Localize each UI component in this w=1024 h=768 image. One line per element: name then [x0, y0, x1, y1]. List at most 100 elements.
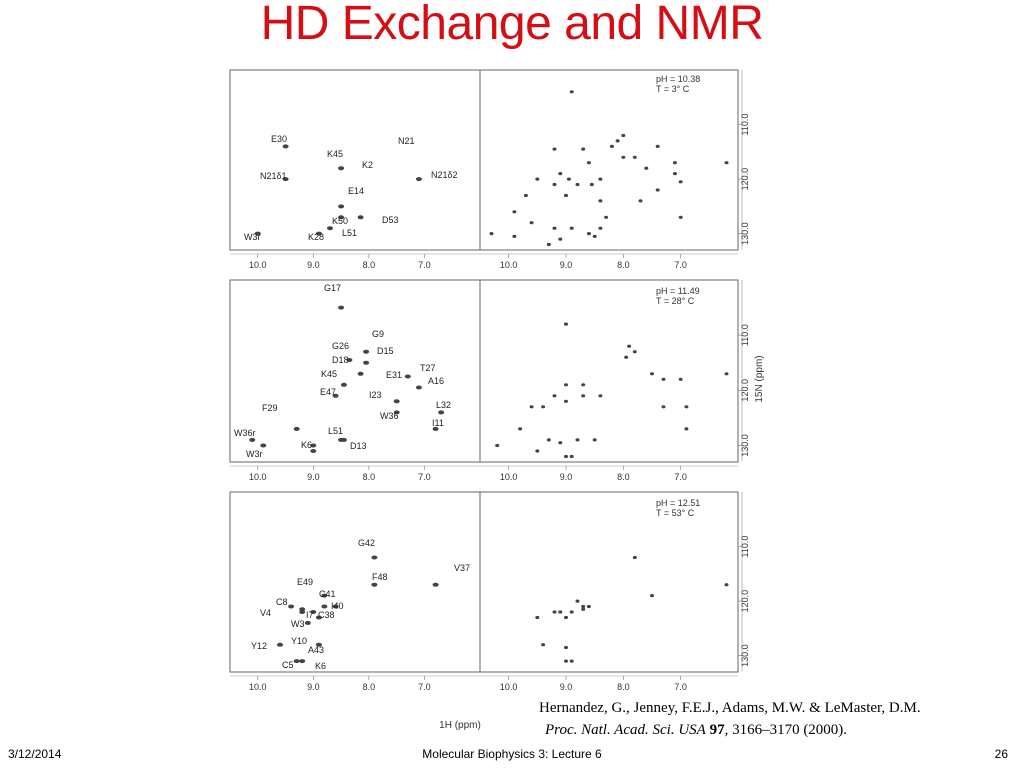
panel-1-left-frame	[229, 69, 481, 251]
panel-2-left-frame	[229, 279, 481, 463]
nmr-peak	[632, 555, 637, 560]
panel-1-ph: pH = 10.38	[656, 74, 700, 84]
nmr-peak	[541, 643, 546, 647]
panel-3-right-peaks	[535, 555, 729, 663]
nmr-peak	[724, 161, 729, 165]
nmr-peak	[581, 383, 586, 387]
footer-course: Molecular Biophysics 3: Lecture 6	[422, 747, 602, 761]
nmr-peak	[627, 344, 632, 348]
peak-label-I23: I23	[369, 390, 382, 400]
x-tick-label: 9.0	[307, 260, 320, 270]
panel-3-right-frame	[479, 491, 739, 673]
panel-2-right-peaks	[495, 322, 729, 459]
peak-label-D13: D13	[350, 441, 367, 451]
nmr-figure: pH = 10.38 T = 3° C E30 N21 K45 K2 N21δ1…	[224, 64, 780, 740]
nmr-peak	[598, 177, 603, 181]
x-tick-label: 10.0	[500, 260, 518, 270]
nmr-peak	[535, 177, 540, 181]
nmr-peak	[535, 615, 540, 620]
citation-volume: 97	[709, 722, 725, 738]
nmr-peak	[569, 454, 574, 459]
panel-2: pH = 11.49 T = 28° C G17 G9 G26 D15 D18 …	[229, 279, 765, 482]
peak-label-I7: I7	[306, 610, 314, 620]
nmr-peak	[327, 226, 333, 231]
nmr-peak	[282, 144, 289, 149]
nmr-peak	[650, 594, 654, 598]
x-tick-label: 8.0	[617, 682, 630, 692]
peak-label-C8: C8	[276, 597, 288, 607]
nmr-peak	[529, 405, 534, 409]
nmr-peak	[546, 242, 551, 247]
x-tick-label: 8.0	[363, 260, 376, 270]
peak-label-D15: D15	[377, 346, 394, 356]
nmr-peak	[415, 177, 422, 182]
panel-2-axis: 10.0 9.0 8.0 7.0 10.0 9.0 8.0 7.0	[230, 465, 738, 482]
citation-pages-year: , 3166–3170 (2000).	[724, 722, 848, 738]
nmr-peak	[564, 645, 568, 650]
nmr-peak	[541, 405, 546, 409]
x-tick-label: 10.0	[500, 472, 518, 482]
nmr-peak	[621, 155, 626, 159]
y-tick-label: 130.0	[740, 434, 750, 457]
nmr-peak	[575, 182, 580, 187]
nmr-peak	[338, 305, 345, 310]
nmr-peak	[672, 172, 677, 176]
citation-authors: Hernandez, G., Jenney, F.E.J., Adams, M.…	[539, 700, 921, 716]
peak-label-T27: T27	[420, 363, 436, 373]
nmr-peak	[512, 210, 517, 214]
peak-label-N21d2: N21δ2	[431, 170, 458, 180]
nmr-peak	[310, 443, 317, 448]
nmr-peak	[321, 604, 328, 609]
x-tick-label: 9.0	[560, 260, 573, 270]
peak-label-V4: V4	[260, 608, 271, 618]
x-tick-label: 7.0	[674, 472, 687, 482]
panel-1-right-frame	[479, 69, 739, 251]
peak-label-E49: E49	[297, 577, 313, 587]
nmr-peak	[661, 377, 666, 381]
peak-label-K6-p3: K6	[315, 661, 326, 671]
peak-label-W3: W3	[291, 619, 305, 629]
nmr-peak	[293, 659, 300, 664]
nmr-peak	[518, 427, 523, 431]
peak-label-K45: K45	[327, 149, 343, 159]
nmr-peak	[564, 322, 568, 326]
footer-page-number: 26	[994, 747, 1008, 761]
peak-label-E31: E31	[386, 370, 402, 380]
nmr-peak	[299, 659, 306, 664]
nmr-peak	[586, 232, 591, 236]
y-axis-label: 15N (ppm)	[754, 355, 765, 402]
peak-label-F48: F48	[372, 572, 388, 582]
nmr-peak	[338, 166, 345, 171]
nmr-peak	[569, 90, 574, 94]
x-tick-label: 7.0	[674, 260, 687, 270]
y-tick-label: 110.0	[740, 536, 750, 558]
nmr-peak	[564, 454, 568, 459]
nmr-peak	[393, 399, 400, 404]
nmr-peak	[260, 443, 267, 448]
nmr-peak	[661, 405, 666, 409]
nmr-peak	[393, 410, 400, 415]
panel-3-temperature: T = 53° C	[656, 508, 695, 518]
nmr-peak	[575, 438, 580, 442]
peak-label-Y12: Y12	[251, 641, 267, 651]
peak-label-L51-p2: L51	[328, 426, 343, 436]
nmr-peak	[558, 172, 563, 176]
nmr-peak	[338, 204, 345, 209]
nmr-peak	[678, 377, 683, 381]
footer-date: 3/12/2014	[8, 747, 62, 761]
nmr-peak	[586, 161, 591, 165]
nmr-peak	[332, 393, 339, 398]
nmr-peak	[558, 237, 563, 241]
peak-label-N21: N21	[398, 136, 415, 146]
nmr-peak	[523, 193, 528, 198]
x-axis-label: 1H (ppm)	[439, 720, 481, 731]
x-tick-label: 10.0	[500, 682, 518, 692]
nmr-peak	[604, 215, 609, 219]
nmr-peak	[438, 410, 445, 415]
peak-label-C41: C41	[319, 589, 336, 599]
panel-2-temperature: T = 28° C	[656, 296, 695, 306]
panel-1-axis: 10.0 9.0 8.0 7.0 10.0 9.0 8.0 7.0	[230, 253, 738, 270]
nmr-peak	[363, 349, 370, 354]
peak-label-E30: E30	[271, 134, 287, 144]
peak-label-E47: E47	[320, 387, 336, 397]
